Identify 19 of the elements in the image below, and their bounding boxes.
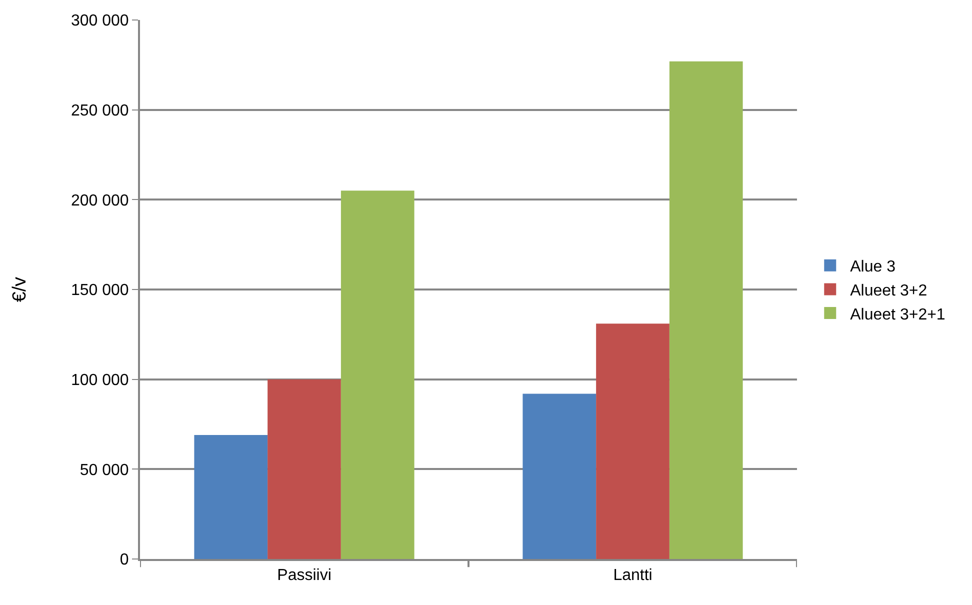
y-tick-label: 200 000 xyxy=(70,192,129,210)
bar xyxy=(596,324,670,559)
bar xyxy=(340,190,414,559)
y-tick-label: 100 000 xyxy=(70,372,129,389)
bar xyxy=(669,61,743,559)
y-tick-label: 50 000 xyxy=(80,462,129,479)
x-tick-label: Lantti xyxy=(613,567,652,584)
y-tick-label: 300 000 xyxy=(70,12,129,30)
legend-label: Alue 3 xyxy=(850,258,896,276)
y-axis-title: €/v xyxy=(9,276,30,302)
y-tick-label: 250 000 xyxy=(70,102,129,120)
bar xyxy=(522,394,596,559)
bar xyxy=(268,379,341,559)
y-tick-label: 0 xyxy=(120,552,129,569)
y-tick-label: 150 000 xyxy=(70,282,129,300)
legend-label: Alueet 3+2+1 xyxy=(850,306,946,324)
bar xyxy=(194,435,268,559)
legend-label: Alueet 3+2 xyxy=(850,282,928,300)
x-tick-label: Passiivi xyxy=(277,567,332,584)
